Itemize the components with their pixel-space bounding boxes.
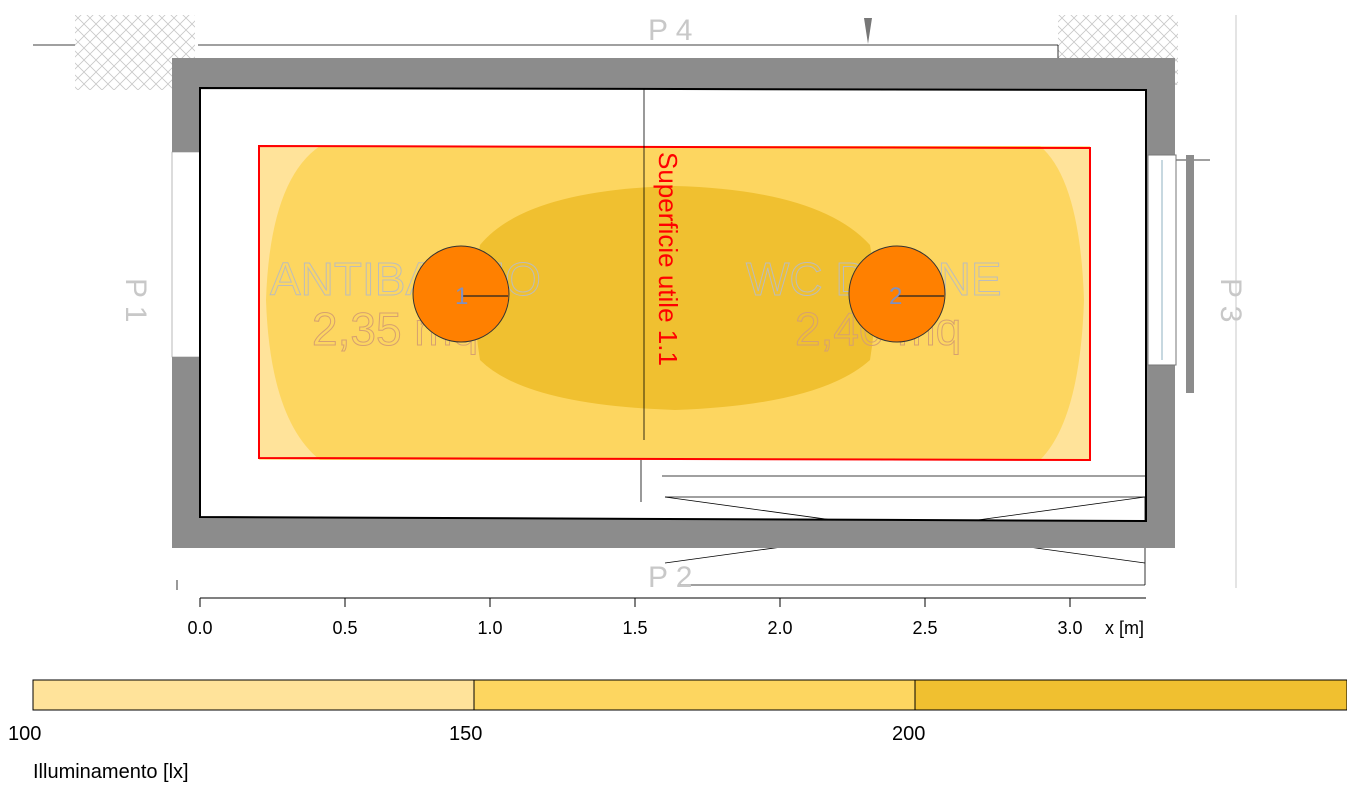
x-tick-label: 2.0 — [767, 618, 792, 638]
x-tick-label: 0.0 — [187, 618, 212, 638]
iso-band-200 — [475, 186, 875, 410]
x-axis-unit: x [m] — [1105, 618, 1144, 638]
luminaire-2-label: 2 — [889, 283, 902, 310]
window-sill-right — [1186, 155, 1194, 393]
legend-bar — [32, 679, 1347, 711]
x-tick-label: 1.0 — [477, 618, 502, 638]
legend-band-100 — [32, 679, 475, 711]
luminaire-1-label: 1 — [455, 283, 468, 310]
x-axis: 0.0 0.5 1.0 1.5 2.0 2.5 3.0 x [m] — [187, 597, 1146, 638]
luminaire-2[interactable]: 2 — [848, 245, 946, 343]
north-marker — [864, 18, 872, 44]
surface-outline — [258, 144, 1091, 462]
legend-value-150: 150 — [449, 723, 483, 745]
x-tick-label: 0.5 — [332, 618, 357, 638]
wall-label-left: P 1 — [119, 278, 152, 323]
door-left — [171, 151, 201, 358]
legend-value-200: 200 — [892, 723, 926, 745]
wall-label-bottom: P 2 — [648, 561, 693, 594]
x-tick-label: 2.5 — [912, 618, 937, 638]
wall-label-right: P 3 — [1214, 278, 1247, 323]
legend-title: Illuminamento [lx] — [33, 761, 189, 783]
legend-band-150 — [473, 679, 916, 711]
x-tick-label: 3.0 — [1057, 618, 1082, 638]
surface-label: Superficie utile 1.1 — [653, 152, 683, 366]
luminaire-1-body — [412, 245, 510, 343]
luminaire-2-body — [848, 245, 946, 343]
legend-band-200 — [914, 679, 1347, 711]
x-tick-label: 1.5 — [622, 618, 647, 638]
luminaire-1[interactable]: 1 — [412, 245, 510, 343]
wall-label-top: P 4 — [648, 14, 693, 47]
room-inner-outline — [199, 86, 1147, 523]
legend-value-100: 100 — [8, 723, 42, 745]
